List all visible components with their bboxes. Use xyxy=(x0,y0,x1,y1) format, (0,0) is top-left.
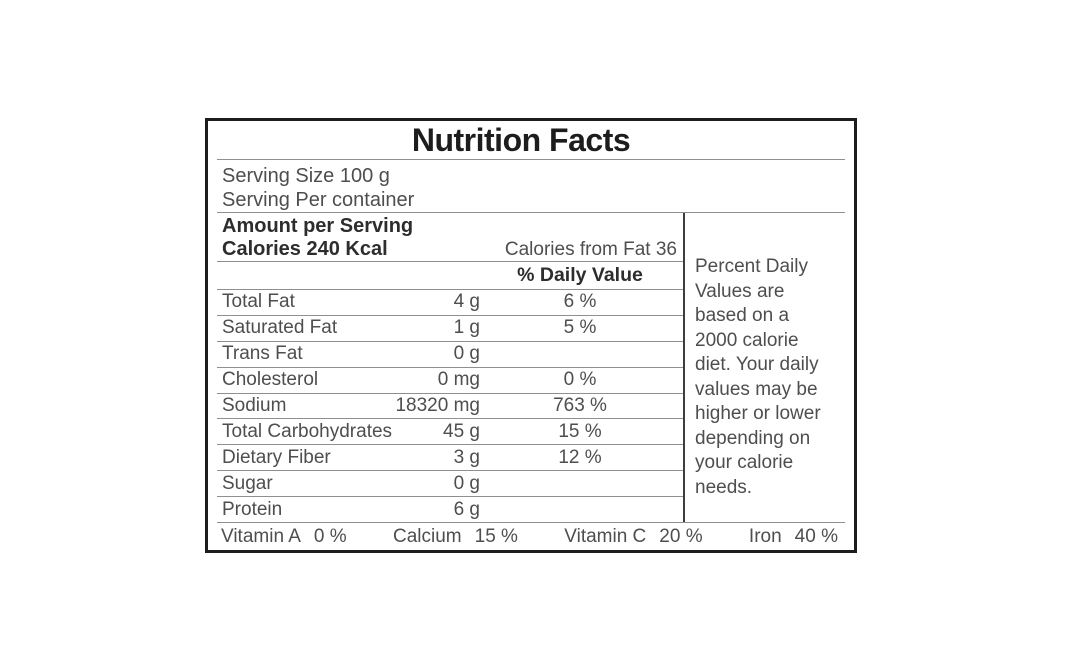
nutrition-facts-label: Nutrition Facts Serving Size 100 g Servi… xyxy=(205,118,857,553)
label-header: Nutrition Facts xyxy=(208,121,854,159)
serving-size-text: Serving Size 100 g xyxy=(222,165,390,187)
separator-line xyxy=(217,522,845,523)
vitamin-item-vitamin-c: Vitamin C 20 % xyxy=(564,526,702,548)
vitamin-item-vitamin-a: Vitamin A 0 % xyxy=(221,526,347,548)
nutrient-row-sugar: Sugar 0 g xyxy=(217,471,683,498)
footnote-text: Percent Daily Values are based on a 2000… xyxy=(695,256,821,498)
nutrient-row-total-fat: Total Fat 4 g 6 % xyxy=(217,290,683,316)
vitamins-row: Vitamin A 0 % Calcium 15 % Vitamin C 20 … xyxy=(208,523,854,550)
serving-per-container-text: Serving Per container xyxy=(222,189,415,211)
vitamin-name: Vitamin A xyxy=(221,525,301,547)
nutrient-amount: 18320 mg xyxy=(395,395,480,416)
vitamin-item-calcium: Calcium 15 % xyxy=(393,526,518,548)
separator-line xyxy=(217,289,683,290)
nutrient-name: Total Fat xyxy=(222,291,295,313)
daily-value-header-row: % Daily Value xyxy=(217,262,683,289)
vitamin-value: 0 % xyxy=(313,525,347,547)
nutrient-name: Cholesterol xyxy=(222,369,319,391)
nutrient-name: Dietary Fiber xyxy=(222,446,331,468)
calories-label: Calories 240 Kcal xyxy=(222,238,388,260)
nutrient-name: Saturated Fat xyxy=(222,317,338,339)
nutrient-daily-value: 0 % xyxy=(563,369,597,391)
nutrient-amount: 4 g xyxy=(453,291,480,313)
amount-per-serving-label: Amount per Serving xyxy=(222,215,414,237)
nutrient-name: Sodium xyxy=(222,395,287,416)
separator-line xyxy=(217,261,683,262)
vitamin-value: 40 % xyxy=(794,525,838,547)
separator-line xyxy=(217,212,845,213)
nutrients-column: Amount per Serving Calories 240 Kcal Cal… xyxy=(208,213,685,522)
vitamin-name: Iron xyxy=(748,525,782,547)
vitamin-value: 15 % xyxy=(474,525,518,547)
nutrient-row-dietary-fiber: Dietary Fiber 3 g 12 % xyxy=(217,445,683,472)
nutrient-amount: 0 g xyxy=(453,343,480,365)
serving-info: Serving Size 100 g Serving Per container xyxy=(208,160,854,212)
amount-per-serving-block: Amount per Serving Calories 240 Kcal Cal… xyxy=(208,213,683,261)
nutrient-daily-value: 6 % xyxy=(563,291,597,313)
nutrient-amount: 3 g xyxy=(453,446,480,468)
nutrient-amount: 1 g xyxy=(453,317,480,339)
nutrient-row-saturated-fat: Saturated Fat 1 g 5 % xyxy=(217,316,683,342)
nutrient-daily-value: 5 % xyxy=(563,317,597,339)
separator-line xyxy=(217,159,845,160)
vitamin-item-iron: Iron 40 % xyxy=(749,526,838,548)
nutrient-amount: 45 g xyxy=(443,420,480,442)
nutrient-name: Trans Fat xyxy=(222,343,303,365)
nutrient-row-total-carbohydrates: Total Carbohydrates 45 g 15 % xyxy=(217,419,683,446)
vitamin-name: Calcium xyxy=(393,525,462,547)
nutrient-daily-value: 12 % xyxy=(558,446,602,468)
nutrient-row-cholesterol: Cholesterol 0 mg 0 % xyxy=(217,368,683,394)
footnote-column: Percent Daily Values are based on a 2000… xyxy=(685,213,854,522)
nutrient-daily-value: 763 % xyxy=(553,395,607,416)
nutrient-name: Protein xyxy=(222,498,283,520)
label-title: Nutrition Facts xyxy=(411,121,631,158)
nutrient-name: Sugar xyxy=(222,472,273,494)
nutrient-amount: 0 g xyxy=(453,472,480,494)
label-body: Amount per Serving Calories 240 Kcal Cal… xyxy=(208,213,854,522)
nutrient-amount: 0 mg xyxy=(437,369,480,391)
nutrient-name: Total Carbohydrates xyxy=(222,420,393,442)
nutrient-row-trans-fat: Trans Fat 0 g xyxy=(217,342,683,368)
daily-value-header: % Daily Value xyxy=(517,264,643,286)
calories-from-fat-label: Calories from Fat 36 xyxy=(504,239,677,260)
vitamin-value: 20 % xyxy=(659,525,703,547)
nutrient-row-sodium: Sodium 18320 mg 763 % xyxy=(217,394,683,420)
nutrient-rows: Total Fat 4 g 6 % Saturated Fat 1 g 5 % … xyxy=(208,290,683,522)
nutrient-daily-value: 15 % xyxy=(558,420,602,442)
nutrient-row-protein: Protein 6 g xyxy=(217,497,683,522)
nutrient-amount: 6 g xyxy=(453,498,480,520)
vitamin-name: Vitamin C xyxy=(564,525,647,547)
